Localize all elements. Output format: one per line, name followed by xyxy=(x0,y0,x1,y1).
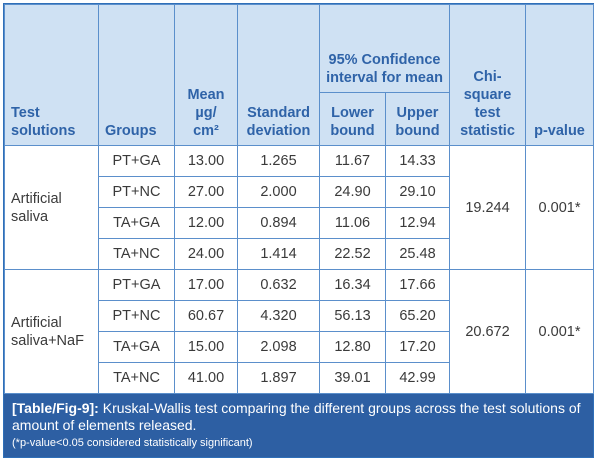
table-row: Artificial saliva+NaF PT+GA 17.00 0.632 16.3… xyxy=(4,269,594,394)
upper-bound-cell: 17.66 xyxy=(385,269,450,301)
header-p-value: p-value xyxy=(525,4,594,146)
mean-cell: 24.00 xyxy=(174,238,238,270)
test-solution-cell: Artificial saliva xyxy=(4,145,99,270)
header-upper-bound: Upper bound xyxy=(385,92,450,146)
mean-cell: 12.00 xyxy=(174,207,238,239)
header-test-solutions: Test solutions xyxy=(4,4,99,146)
table-row: Artificial saliva PT+GA 13.00 1.265 11.67 14.… xyxy=(4,145,594,270)
lower-bound-cell: 24.90 xyxy=(319,176,386,208)
header-mean: Mean µg/ cm² xyxy=(174,4,238,146)
table-figure: Test solutions Groups Mean µg/ cm² Stand… xyxy=(3,3,594,458)
sd-cell: 1.414 xyxy=(237,238,320,270)
table-caption: [Table/Fig-9]: Kruskal-Wallis test compa… xyxy=(4,394,593,457)
lower-bound-cell: 39.01 xyxy=(319,362,386,394)
chi-square-cell: 20.672 xyxy=(449,269,526,394)
group-cell: TA+NC xyxy=(98,238,175,270)
header-confidence-interval: 95% Confidence interval for mean xyxy=(319,4,450,93)
lower-bound-cell: 16.34 xyxy=(319,269,386,301)
p-value-cell: 0.001* xyxy=(525,145,594,270)
caption-text: Kruskal-Wallis test comparing the differ… xyxy=(12,400,581,433)
lower-bound-cell: 11.06 xyxy=(319,207,386,239)
caption-note: (*p-value<0.05 considered statistically … xyxy=(12,437,253,449)
sd-cell: 0.632 xyxy=(237,269,320,301)
table-row: PT+NC 27.00 2.000 24.90 29.10 xyxy=(5,176,594,208)
header-chi-square: Chi-square test statistic xyxy=(449,4,526,146)
table-row: TA+NC 41.00 1.897 39.01 42.99 xyxy=(5,362,594,394)
mean-cell: 27.00 xyxy=(174,176,238,208)
header-lower-bound: Lower bound xyxy=(319,92,386,146)
lower-bound-cell: 22.52 xyxy=(319,238,386,270)
upper-bound-cell: 25.48 xyxy=(385,238,450,270)
test-solution-cell: Artificial saliva+NaF xyxy=(4,269,99,394)
header-standard-deviation: Standard deviation xyxy=(237,4,320,146)
group-cell: PT+NC xyxy=(98,300,175,332)
upper-bound-cell: 17.20 xyxy=(385,331,450,363)
chi-square-cell: 19.244 xyxy=(449,145,526,270)
upper-bound-cell: 29.10 xyxy=(385,176,450,208)
group-cell: PT+GA xyxy=(98,145,175,177)
results-table: Test solutions Groups Mean µg/ cm² Stand… xyxy=(4,4,594,394)
p-value-cell: 0.001* xyxy=(525,269,594,394)
sd-cell: 4.320 xyxy=(237,300,320,332)
caption-label: [Table/Fig-9]: xyxy=(12,400,99,416)
group-cell: PT+NC xyxy=(98,176,175,208)
table-row: PT+NC 60.67 4.320 56.13 65.20 xyxy=(5,300,594,332)
group-cell: TA+NC xyxy=(98,362,175,394)
sd-cell: 2.000 xyxy=(237,176,320,208)
group-cell: PT+GA xyxy=(98,269,175,301)
upper-bound-cell: 14.33 xyxy=(385,145,450,177)
header-groups: Groups xyxy=(98,4,175,146)
lower-bound-cell: 12.80 xyxy=(319,331,386,363)
upper-bound-cell: 65.20 xyxy=(385,300,450,332)
mean-cell: 17.00 xyxy=(174,269,238,301)
sd-cell: 2.098 xyxy=(237,331,320,363)
table-row: TA+NC 24.00 1.414 22.52 25.48 xyxy=(5,238,594,270)
mean-cell: 41.00 xyxy=(174,362,238,394)
lower-bound-cell: 11.67 xyxy=(319,145,386,177)
sd-cell: 1.897 xyxy=(237,362,320,394)
table-row: TA+GA 12.00 0.894 11.06 12.94 xyxy=(5,207,594,239)
group-cell: TA+GA xyxy=(98,331,175,363)
sd-cell: 0.894 xyxy=(237,207,320,239)
table-body: Artificial saliva PT+GA 13.00 1.265 11.67 14.… xyxy=(4,145,594,394)
mean-cell: 60.67 xyxy=(174,300,238,332)
sd-cell: 1.265 xyxy=(237,145,320,177)
table-row: TA+GA 15.00 2.098 12.80 17.20 xyxy=(5,331,594,363)
group-cell: TA+GA xyxy=(98,207,175,239)
mean-cell: 13.00 xyxy=(174,145,238,177)
upper-bound-cell: 12.94 xyxy=(385,207,450,239)
mean-cell: 15.00 xyxy=(174,331,238,363)
upper-bound-cell: 42.99 xyxy=(385,362,450,394)
lower-bound-cell: 56.13 xyxy=(319,300,386,332)
